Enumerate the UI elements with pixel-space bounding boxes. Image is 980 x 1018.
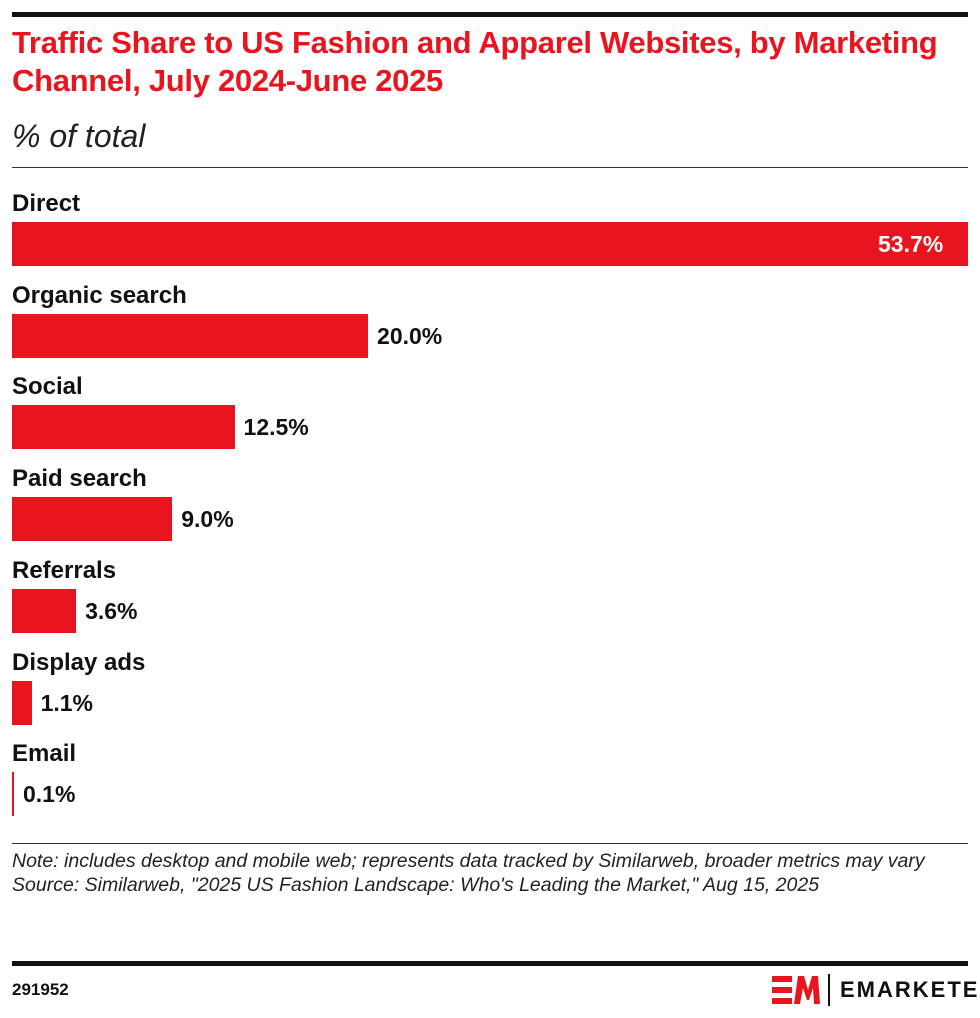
category-label: Organic search: [12, 281, 187, 309]
notes: Note: includes desktop and mobile web; r…: [12, 850, 962, 897]
value-label: 1.1%: [40, 689, 94, 716]
bar-email: [12, 772, 14, 817]
value-label: 20.0%: [377, 322, 443, 349]
value-label: 9.0%: [181, 506, 234, 533]
bar-organic-search: [12, 313, 369, 358]
bottom-rule: [12, 961, 968, 966]
category-label: Referrals: [12, 556, 117, 584]
source-text: Source: Similarweb, "2025 US Fashion Lan…: [12, 873, 820, 896]
value-label: 0.1%: [23, 781, 76, 808]
chart-subtitle: % of total: [12, 118, 146, 154]
logo-wordmark: EMARKETER: [840, 977, 980, 1002]
bar-paid-search: [12, 497, 173, 542]
chart-id: 291952: [12, 980, 69, 999]
note-text: Note: includes desktop and mobile web; r…: [12, 850, 925, 872]
logo-separator: [828, 974, 830, 1006]
bar-direct: [12, 222, 968, 266]
category-label: Social: [12, 373, 83, 401]
category-label: Email: [12, 740, 77, 768]
header-divider: [12, 167, 968, 168]
em-logo-icon: [772, 976, 820, 1004]
value-label: 53.7%: [878, 231, 944, 257]
category-label: Direct: [12, 190, 81, 217]
emarketer-logo: EMARKETER: [772, 974, 980, 1006]
category-label: Paid search: [12, 465, 147, 493]
value-label: 3.6%: [85, 597, 138, 624]
footer-divider: [12, 843, 968, 844]
bar-referrals: [12, 588, 77, 633]
top-rule: [12, 12, 968, 17]
chart-title: Traffic Share to US Fashion and Apparel …: [12, 25, 938, 98]
category-label: Display ads: [12, 648, 146, 676]
bar-social: [12, 405, 235, 450]
bar-display-ads: [12, 680, 32, 725]
value-label: 12.5%: [243, 414, 309, 441]
